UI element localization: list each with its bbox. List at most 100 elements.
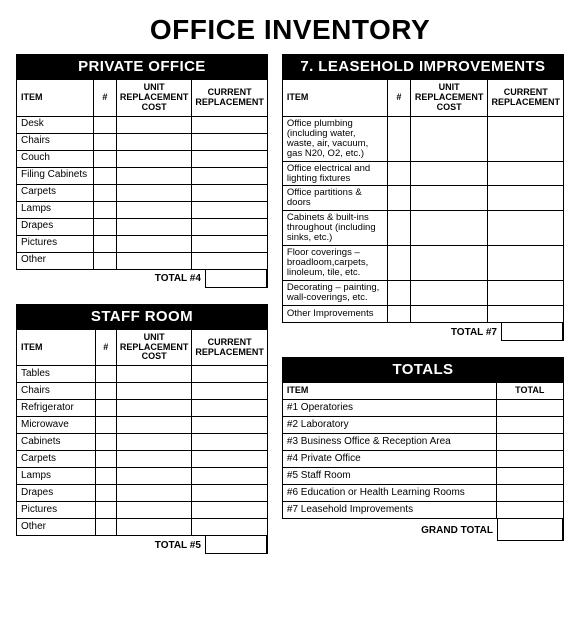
total-box[interactable]	[205, 270, 267, 288]
grand-total-box[interactable]	[497, 519, 563, 541]
current-cell[interactable]	[192, 167, 268, 184]
qty-cell[interactable]	[95, 468, 116, 485]
qty-cell[interactable]	[95, 383, 116, 400]
qty-cell[interactable]	[388, 211, 411, 246]
qty-cell[interactable]	[95, 400, 116, 417]
total-cell[interactable]	[496, 417, 563, 434]
current-cell[interactable]	[488, 281, 564, 306]
current-cell[interactable]	[192, 133, 268, 150]
unit-cost-cell[interactable]	[410, 116, 488, 161]
unit-cost-cell[interactable]	[116, 150, 192, 167]
current-cell[interactable]	[488, 161, 564, 186]
unit-cost-cell[interactable]	[116, 167, 192, 184]
current-cell[interactable]	[192, 235, 268, 252]
unit-cost-cell[interactable]	[410, 161, 488, 186]
qty-cell[interactable]	[95, 434, 116, 451]
qty-cell[interactable]	[93, 218, 116, 235]
qty-cell[interactable]	[93, 116, 116, 133]
current-cell[interactable]	[192, 434, 268, 451]
unit-cost-cell[interactable]	[116, 201, 192, 218]
item-cell: Office electrical and lighting fixtures	[282, 161, 387, 186]
unit-cost-cell[interactable]	[410, 186, 488, 211]
current-cell[interactable]	[192, 184, 268, 201]
current-cell[interactable]	[192, 218, 268, 235]
total-box[interactable]	[205, 536, 267, 554]
col-item: ITEM	[282, 383, 496, 400]
qty-cell[interactable]	[93, 235, 116, 252]
unit-cost-cell[interactable]	[116, 519, 192, 536]
unit-cost-cell[interactable]	[116, 485, 192, 502]
current-cell[interactable]	[192, 451, 268, 468]
unit-cost-cell[interactable]	[116, 417, 192, 434]
total-cell[interactable]	[496, 434, 563, 451]
table-row: Other Improvements	[282, 306, 563, 323]
unit-cost-cell[interactable]	[116, 218, 192, 235]
current-cell[interactable]	[192, 400, 268, 417]
unit-cost-cell[interactable]	[116, 252, 192, 269]
item-cell: Floor coverings – broadloom,carpets, lin…	[282, 246, 387, 281]
leasehold-total: TOTAL #7	[282, 323, 564, 341]
qty-cell[interactable]	[95, 451, 116, 468]
current-cell[interactable]	[192, 383, 268, 400]
qty-cell[interactable]	[388, 306, 411, 323]
current-cell[interactable]	[488, 116, 564, 161]
item-cell: Microwave	[17, 417, 96, 434]
total-cell[interactable]	[496, 485, 563, 502]
item-cell: Pictures	[17, 502, 96, 519]
total-cell[interactable]	[496, 468, 563, 485]
current-cell[interactable]	[192, 150, 268, 167]
unit-cost-cell[interactable]	[410, 211, 488, 246]
qty-cell[interactable]	[388, 281, 411, 306]
unit-cost-cell[interactable]	[116, 235, 192, 252]
unit-cost-cell[interactable]	[116, 502, 192, 519]
current-cell[interactable]	[192, 485, 268, 502]
qty-cell[interactable]	[95, 366, 116, 383]
qty-cell[interactable]	[93, 167, 116, 184]
qty-cell[interactable]	[93, 150, 116, 167]
current-cell[interactable]	[488, 211, 564, 246]
current-cell[interactable]	[192, 502, 268, 519]
current-cell[interactable]	[192, 366, 268, 383]
qty-cell[interactable]	[93, 201, 116, 218]
qty-cell[interactable]	[95, 485, 116, 502]
right-column: 7. LEASEHOLD IMPROVEMENTS ITEM # UNIT RE…	[282, 54, 564, 557]
total-cell[interactable]	[496, 400, 563, 417]
qty-cell[interactable]	[95, 417, 116, 434]
qty-cell[interactable]	[388, 116, 411, 161]
total-cell[interactable]	[496, 451, 563, 468]
unit-cost-cell[interactable]	[116, 366, 192, 383]
unit-cost-cell[interactable]	[116, 116, 192, 133]
unit-cost-cell[interactable]	[116, 133, 192, 150]
unit-cost-cell[interactable]	[410, 246, 488, 281]
table-row: Chairs	[17, 383, 268, 400]
item-cell: Lamps	[17, 201, 94, 218]
unit-cost-cell[interactable]	[116, 434, 192, 451]
unit-cost-cell[interactable]	[410, 281, 488, 306]
unit-cost-cell[interactable]	[116, 383, 192, 400]
current-cell[interactable]	[192, 417, 268, 434]
qty-cell[interactable]	[388, 246, 411, 281]
qty-cell[interactable]	[93, 252, 116, 269]
qty-cell[interactable]	[388, 161, 411, 186]
total-box[interactable]	[501, 323, 563, 341]
current-cell[interactable]	[192, 201, 268, 218]
total-cell[interactable]	[496, 502, 563, 519]
current-cell[interactable]	[192, 116, 268, 133]
col-item: ITEM	[17, 329, 96, 366]
qty-cell[interactable]	[95, 502, 116, 519]
unit-cost-cell[interactable]	[116, 468, 192, 485]
current-cell[interactable]	[488, 186, 564, 211]
unit-cost-cell[interactable]	[116, 400, 192, 417]
current-cell[interactable]	[192, 252, 268, 269]
qty-cell[interactable]	[93, 133, 116, 150]
qty-cell[interactable]	[388, 186, 411, 211]
qty-cell[interactable]	[95, 519, 116, 536]
current-cell[interactable]	[488, 306, 564, 323]
unit-cost-cell[interactable]	[116, 451, 192, 468]
qty-cell[interactable]	[93, 184, 116, 201]
unit-cost-cell[interactable]	[410, 306, 488, 323]
unit-cost-cell[interactable]	[116, 184, 192, 201]
current-cell[interactable]	[192, 519, 268, 536]
current-cell[interactable]	[192, 468, 268, 485]
current-cell[interactable]	[488, 246, 564, 281]
